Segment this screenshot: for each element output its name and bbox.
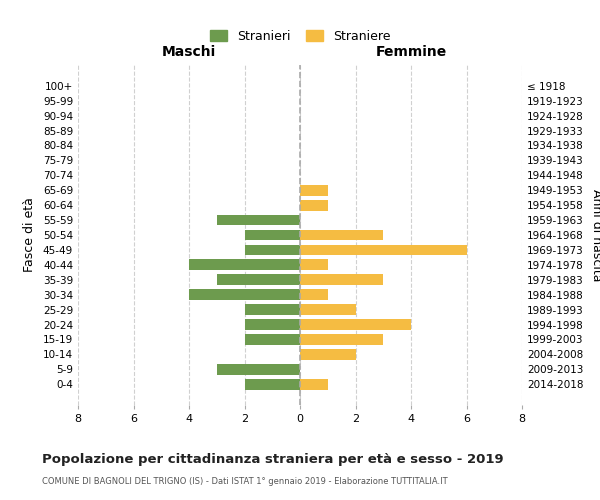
Bar: [189, 290, 300, 300]
Text: Popolazione per cittadinanza straniera per età e sesso - 2019: Popolazione per cittadinanza straniera p…: [42, 452, 503, 466]
Bar: [300, 379, 328, 390]
Bar: [245, 334, 300, 345]
Bar: [245, 304, 300, 315]
Bar: [300, 244, 467, 256]
Bar: [300, 274, 383, 285]
Bar: [245, 319, 300, 330]
Bar: [300, 230, 383, 240]
Bar: [245, 379, 300, 390]
Bar: [189, 260, 300, 270]
Bar: [217, 274, 300, 285]
Text: Femmine: Femmine: [376, 45, 446, 59]
Bar: [300, 304, 355, 315]
Bar: [300, 185, 328, 196]
Bar: [217, 214, 300, 226]
Bar: [300, 290, 328, 300]
Bar: [245, 244, 300, 256]
Bar: [217, 364, 300, 374]
Y-axis label: Anni di nascita: Anni di nascita: [590, 188, 600, 281]
Text: COMUNE DI BAGNOLI DEL TRIGNO (IS) - Dati ISTAT 1° gennaio 2019 - Elaborazione TU: COMUNE DI BAGNOLI DEL TRIGNO (IS) - Dati…: [42, 478, 448, 486]
Bar: [300, 260, 328, 270]
Y-axis label: Fasce di età: Fasce di età: [23, 198, 36, 272]
Bar: [245, 230, 300, 240]
Bar: [300, 200, 328, 210]
Bar: [300, 349, 355, 360]
Legend: Stranieri, Straniere: Stranieri, Straniere: [203, 24, 397, 49]
Bar: [300, 319, 411, 330]
Text: Maschi: Maschi: [162, 45, 216, 59]
Bar: [300, 334, 383, 345]
